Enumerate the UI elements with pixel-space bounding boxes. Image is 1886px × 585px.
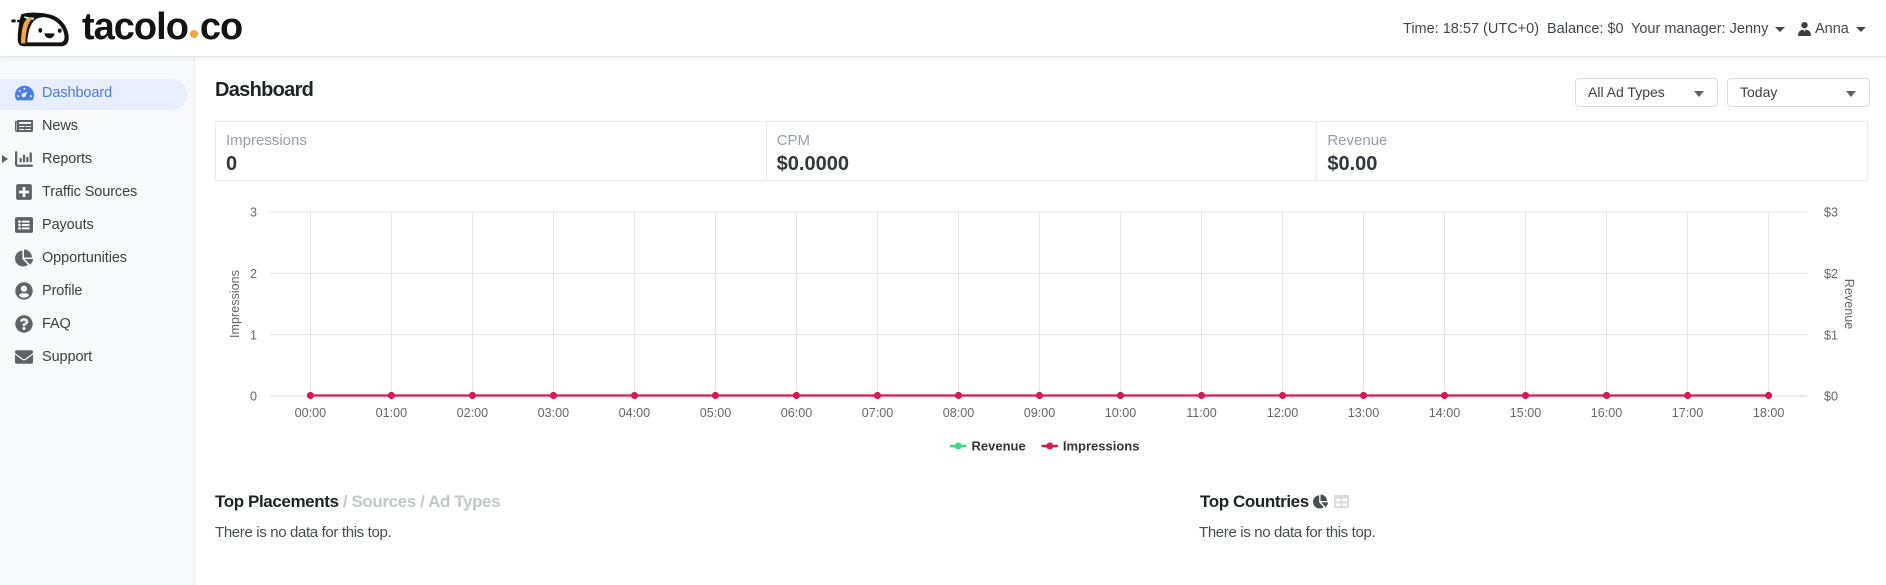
svg-text:$0: $0 bbox=[1824, 390, 1838, 404]
svg-text:03:00: 03:00 bbox=[538, 406, 570, 420]
svg-text:15:00: 15:00 bbox=[1510, 406, 1542, 420]
svg-text:16:00: 16:00 bbox=[1591, 406, 1623, 420]
svg-text:11:00: 11:00 bbox=[1186, 406, 1217, 420]
svg-text:Impressions: Impressions bbox=[228, 270, 242, 338]
svg-text:07:00: 07:00 bbox=[862, 406, 894, 420]
svg-text:0: 0 bbox=[250, 390, 257, 404]
svg-text:02:00: 02:00 bbox=[457, 406, 489, 420]
svg-text:$3: $3 bbox=[1824, 206, 1838, 220]
svg-text:04:00: 04:00 bbox=[619, 406, 651, 420]
svg-text:Revenue: Revenue bbox=[1842, 279, 1856, 329]
svg-text:1: 1 bbox=[250, 328, 257, 342]
svg-text:12:00: 12:00 bbox=[1267, 406, 1299, 420]
svg-text:05:00: 05:00 bbox=[700, 406, 732, 420]
svg-text:2: 2 bbox=[250, 267, 257, 281]
svg-text:18:00: 18:00 bbox=[1753, 406, 1785, 420]
svg-text:01:00: 01:00 bbox=[376, 406, 408, 420]
svg-text:10:00: 10:00 bbox=[1105, 406, 1137, 420]
svg-text:$2: $2 bbox=[1824, 267, 1838, 281]
svg-text:$1: $1 bbox=[1824, 328, 1838, 342]
svg-text:06:00: 06:00 bbox=[781, 406, 813, 420]
svg-text:Revenue: Revenue bbox=[972, 439, 1026, 454]
svg-text:Impressions: Impressions bbox=[1063, 439, 1140, 454]
svg-text:14:00: 14:00 bbox=[1429, 406, 1461, 420]
svg-text:00:00: 00:00 bbox=[295, 406, 327, 420]
svg-text:08:00: 08:00 bbox=[943, 406, 975, 420]
svg-text:13:00: 13:00 bbox=[1348, 406, 1380, 420]
svg-text:09:00: 09:00 bbox=[1024, 406, 1056, 420]
svg-text:17:00: 17:00 bbox=[1672, 406, 1704, 420]
svg-text:3: 3 bbox=[250, 206, 257, 220]
